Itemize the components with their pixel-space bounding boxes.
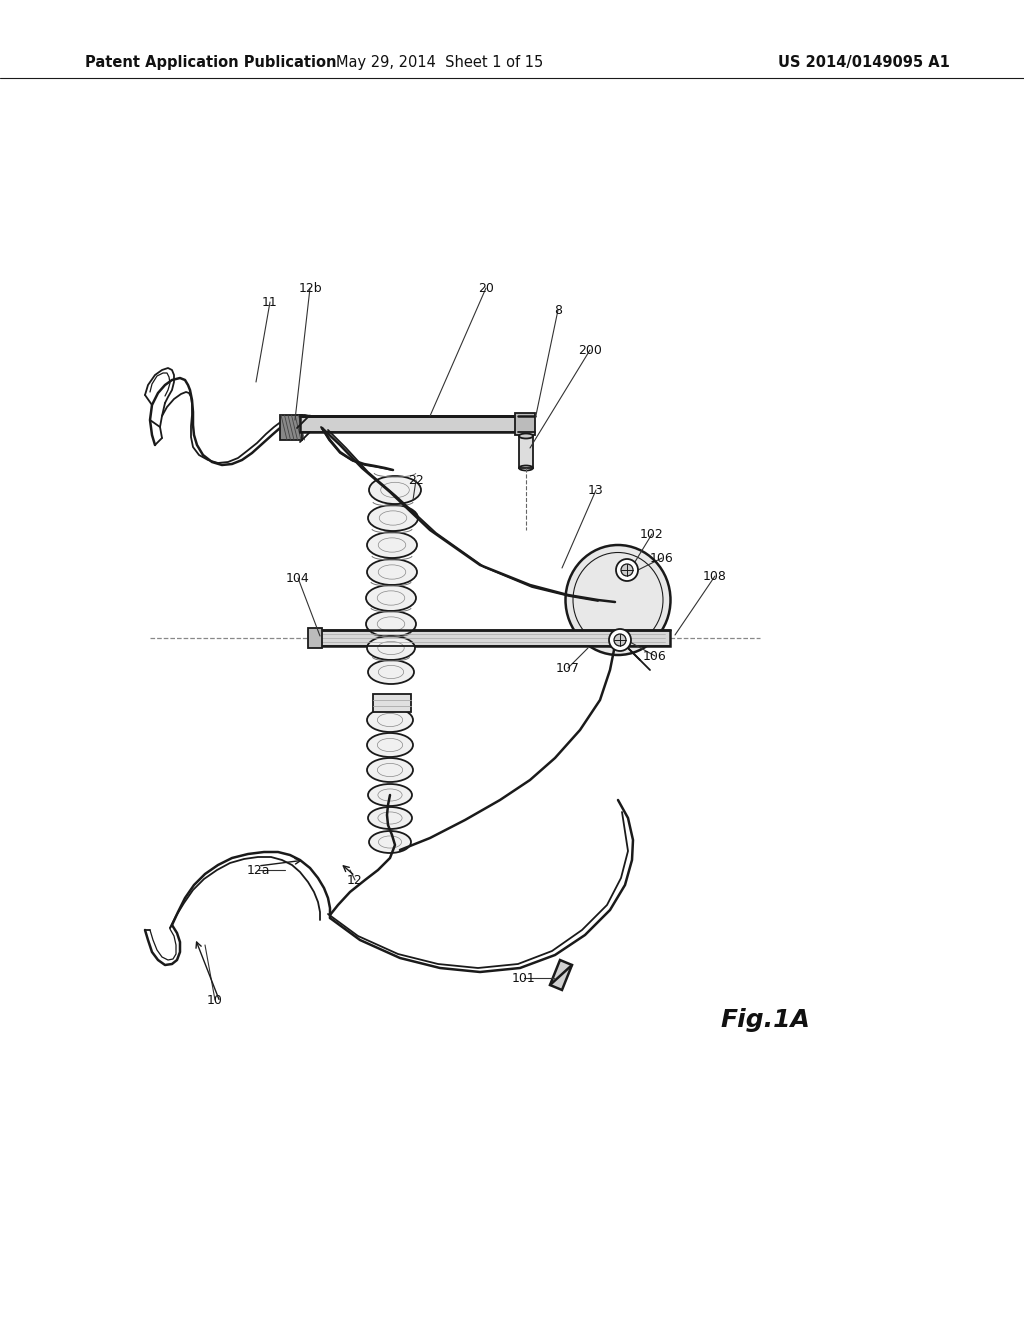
Ellipse shape [368,506,418,531]
Polygon shape [515,413,535,436]
Polygon shape [310,630,670,645]
Text: 107: 107 [556,661,580,675]
Text: May 29, 2014  Sheet 1 of 15: May 29, 2014 Sheet 1 of 15 [336,54,544,70]
Ellipse shape [519,433,534,438]
Ellipse shape [616,558,638,581]
Text: 108: 108 [703,569,727,582]
Ellipse shape [367,708,413,733]
Ellipse shape [614,634,626,645]
Polygon shape [550,960,572,990]
Ellipse shape [565,545,671,655]
Ellipse shape [368,784,412,807]
Ellipse shape [367,558,417,585]
Polygon shape [308,628,322,648]
Text: 101: 101 [512,972,536,985]
Text: 8: 8 [554,304,562,317]
Text: 200: 200 [579,343,602,356]
Text: 106: 106 [650,552,674,565]
Text: 104: 104 [286,572,310,585]
Ellipse shape [621,564,633,576]
Text: 22: 22 [409,474,424,487]
Ellipse shape [367,733,413,756]
Ellipse shape [366,611,416,638]
Ellipse shape [367,758,413,781]
Ellipse shape [368,660,414,684]
Ellipse shape [609,630,631,651]
Ellipse shape [367,636,415,660]
Ellipse shape [368,807,412,829]
Polygon shape [280,414,302,440]
Text: Fig.1A: Fig.1A [720,1008,810,1032]
Text: 20: 20 [478,281,494,294]
Polygon shape [300,416,518,432]
Ellipse shape [367,532,417,558]
Ellipse shape [369,477,421,504]
Text: 102: 102 [640,528,664,540]
Text: 11: 11 [262,296,278,309]
Ellipse shape [366,585,416,611]
Polygon shape [373,694,411,711]
Bar [519,436,534,469]
Text: Patent Application Publication: Patent Application Publication [85,54,337,70]
Text: 12a: 12a [246,863,269,876]
Text: 13: 13 [588,483,604,496]
Text: 12: 12 [347,874,362,887]
Text: US 2014/0149095 A1: US 2014/0149095 A1 [778,54,950,70]
Text: 10: 10 [207,994,223,1006]
Text: 106: 106 [643,649,667,663]
Text: 12b: 12b [298,281,322,294]
Ellipse shape [369,832,411,853]
